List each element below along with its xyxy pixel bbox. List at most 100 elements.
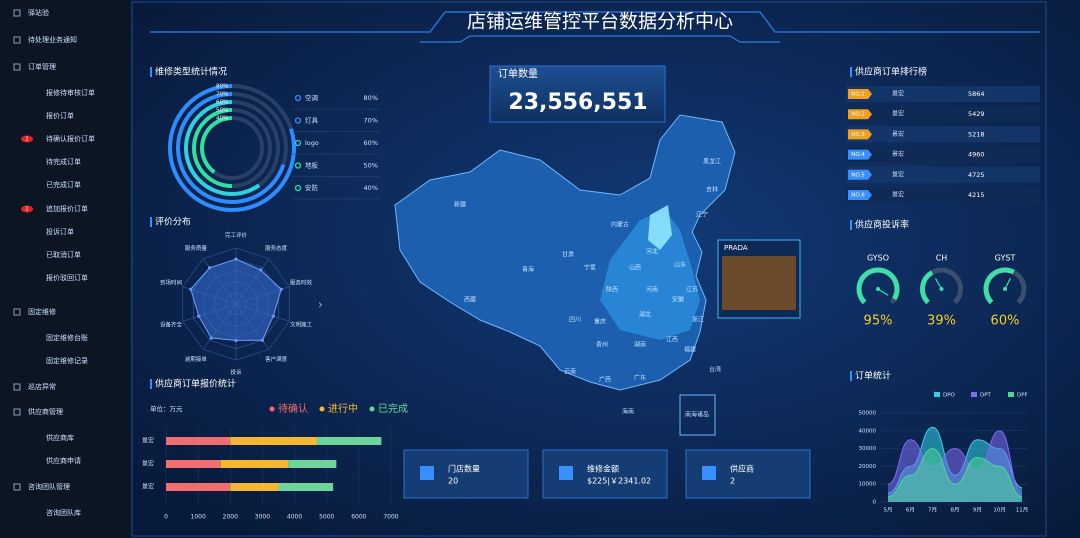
submenu-item[interactable]: 已完成订单: [46, 180, 81, 189]
submenu-item[interactable]: 待完成订单: [46, 157, 81, 166]
stat-label: 维修金额: [587, 464, 619, 474]
rank-label: NO.4: [851, 152, 865, 158]
x-tick-label: 0: [164, 514, 168, 521]
submenu-item[interactable]: 固定维修记录: [46, 356, 88, 365]
radar-label: 投诉: [230, 368, 242, 376]
header-line: [150, 11, 1040, 33]
bar-segment: [220, 460, 289, 468]
submenu-item[interactable]: 供应商库: [46, 433, 74, 442]
map-highlight: [600, 210, 700, 340]
rank-label: NO.6: [851, 193, 865, 199]
panel-title: 供应商投诉率: [855, 219, 909, 231]
x-tick-label: 1000: [191, 514, 206, 521]
rank-name: 景宏: [892, 90, 904, 98]
map-label: 湖南: [634, 341, 646, 349]
map-highlight: [648, 205, 672, 250]
legend-value: 80%: [364, 94, 378, 102]
map-label: 新疆: [454, 201, 466, 209]
legend-dot: [294, 184, 302, 192]
rank-value: 5218: [968, 130, 985, 138]
legend-value: 60%: [364, 139, 378, 147]
submenu-item[interactable]: 待确认报价订单: [46, 134, 95, 143]
map-label: 河北: [646, 248, 658, 256]
map-label: 湖北: [639, 311, 651, 319]
rank-value: 5864: [968, 90, 985, 98]
rank-row: [846, 187, 1040, 203]
legend-name: 已完成: [378, 402, 408, 415]
submenu-item[interactable]: 报价驳回订单: [46, 273, 88, 282]
stat-label: 供应商: [730, 464, 754, 474]
header-line: [420, 35, 780, 43]
submenu-item[interactable]: 咨询团队库: [46, 508, 81, 517]
ring-arc: [200, 116, 233, 174]
submenu-item[interactable]: 追加报价订单: [46, 204, 88, 213]
gauge-arc: [856, 267, 900, 305]
rank-badge: [848, 109, 872, 120]
gauge-hub: [939, 287, 944, 291]
rank-badge: [848, 129, 872, 140]
rank-value: 4960: [968, 151, 985, 159]
ring-arc: [192, 108, 233, 188]
map-label: 南海诸岛: [685, 411, 709, 419]
map-label: 吉林: [706, 186, 718, 194]
rank-row: [846, 146, 1040, 163]
radar-label: 服务时效: [290, 278, 313, 286]
y-tick-label: 30000: [859, 446, 877, 452]
gauge-value: 60%: [991, 314, 1020, 329]
gauge-name: CH: [936, 254, 948, 263]
menu-item[interactable]: 待处理业务通知: [28, 35, 77, 44]
rank-badge: [848, 149, 872, 160]
gauge-name: GYSO: [867, 254, 889, 263]
legend-swatch: [934, 392, 940, 397]
legend-value: 70%: [364, 117, 378, 125]
panel-title: 订单统计: [855, 370, 891, 382]
submenu-item[interactable]: 报价订单: [46, 111, 74, 120]
menu-item[interactable]: 供应商管理: [28, 407, 63, 416]
submenu-item[interactable]: 供应商申请: [46, 456, 81, 465]
badge-count: 2: [25, 207, 28, 213]
submenu-item[interactable]: 投诉订单: [46, 227, 74, 236]
rank-label: NO.1: [851, 92, 864, 98]
submenu-item[interactable]: 报修待审核订单: [46, 88, 95, 97]
menu-item[interactable]: 驿站验: [28, 8, 49, 17]
menu-item[interactable]: 订单管理: [28, 62, 56, 71]
map-label: 江苏: [686, 286, 698, 294]
legend-dot: [294, 139, 302, 147]
y-tick-label: 20000: [859, 464, 877, 470]
x-tick-label: 8月: [951, 507, 960, 514]
ring-label: 60%: [216, 100, 228, 106]
bar-segment: [166, 437, 231, 445]
bar-segment: [317, 437, 382, 445]
x-tick-label: 7000: [383, 514, 398, 521]
radar-label: 服务质量: [185, 244, 208, 252]
stat-icon: [559, 466, 573, 480]
rank-value: 4725: [968, 171, 985, 179]
map-label: 海南: [622, 408, 634, 416]
badge-count: 2: [25, 137, 28, 143]
radar-label: 设备齐全: [160, 321, 183, 329]
rank-name: 景宏: [892, 191, 904, 199]
legend-dot: [294, 94, 302, 102]
y-tick-label: 0: [873, 500, 877, 506]
title-bar: [150, 379, 152, 389]
submenu-item[interactable]: 固定维修台账: [46, 333, 88, 342]
menu-icon: [13, 36, 21, 44]
panel-title: 供应商订单报价统计: [155, 378, 236, 390]
map-label: 江西: [666, 337, 678, 344]
menu-item[interactable]: 固定维修: [28, 307, 56, 316]
rank-row: [846, 126, 1040, 143]
map-label: 福建: [684, 346, 696, 354]
menu-icon: [13, 483, 21, 491]
menu-item[interactable]: 巡店异常: [28, 382, 56, 391]
menu-item[interactable]: 咨询团队管理: [28, 482, 70, 491]
rank-badge: [848, 190, 872, 200]
area-line: [887, 430, 1023, 494]
submenu-item[interactable]: 已取消订单: [46, 250, 81, 259]
frame: [131, 1, 1047, 537]
ring-arc: [176, 92, 286, 204]
ring-arc: [168, 84, 296, 212]
y-tick-label: 10000: [859, 482, 877, 488]
gauge-arc: [983, 267, 1015, 305]
radar-label: 服务态度: [265, 244, 288, 252]
stat-icon: [420, 466, 434, 480]
